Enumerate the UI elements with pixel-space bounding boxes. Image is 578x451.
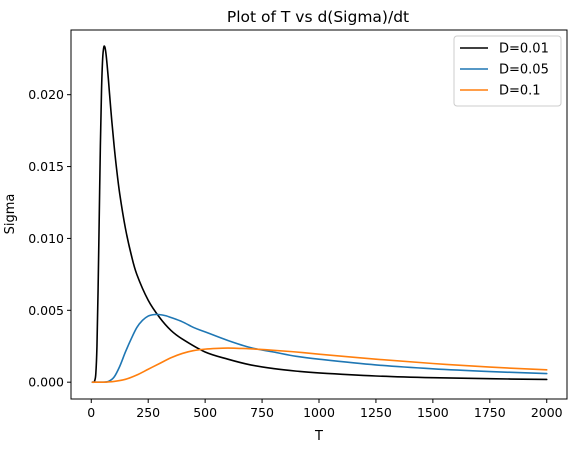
legend-label: D=0.1: [499, 84, 541, 99]
chart-title: Plot of T vs d(Sigma)/dt: [227, 8, 409, 26]
series-line-2: [91, 313, 548, 384]
legend: D=0.01 D=0.05 D=0.1: [453, 35, 562, 107]
x-tick-label: 0: [87, 405, 95, 420]
x-tick-label: 1250: [360, 405, 392, 420]
series-line-3: [91, 347, 548, 384]
x-tick-label: 750: [250, 405, 274, 420]
x-axis: 0 250 500 750 1000 1250 1500 1750 2000: [87, 399, 563, 420]
y-tick-label: 0.020: [28, 87, 64, 102]
y-tick-label: 0.000: [28, 375, 64, 390]
y-axis-label: Sigma: [3, 194, 18, 235]
x-axis-label: T: [314, 429, 323, 444]
x-tick-label: 1750: [474, 405, 506, 420]
legend-box: [453, 35, 562, 107]
y-tick-label: 0.010: [28, 231, 64, 246]
y-axis: 0.000 0.005 0.010 0.015 0.020: [28, 87, 71, 390]
x-tick-label: 500: [193, 405, 217, 420]
legend-label: D=0.01: [499, 42, 549, 57]
x-tick-label: 2000: [531, 405, 563, 420]
legend-label: D=0.05: [499, 63, 549, 78]
series-layer: [91, 45, 548, 384]
series-line-1: [91, 45, 548, 384]
y-tick-label: 0.005: [28, 303, 64, 318]
y-tick-label: 0.015: [28, 159, 64, 174]
x-tick-label: 1000: [303, 405, 335, 420]
x-tick-label: 250: [136, 405, 160, 420]
x-tick-label: 1500: [417, 405, 449, 420]
